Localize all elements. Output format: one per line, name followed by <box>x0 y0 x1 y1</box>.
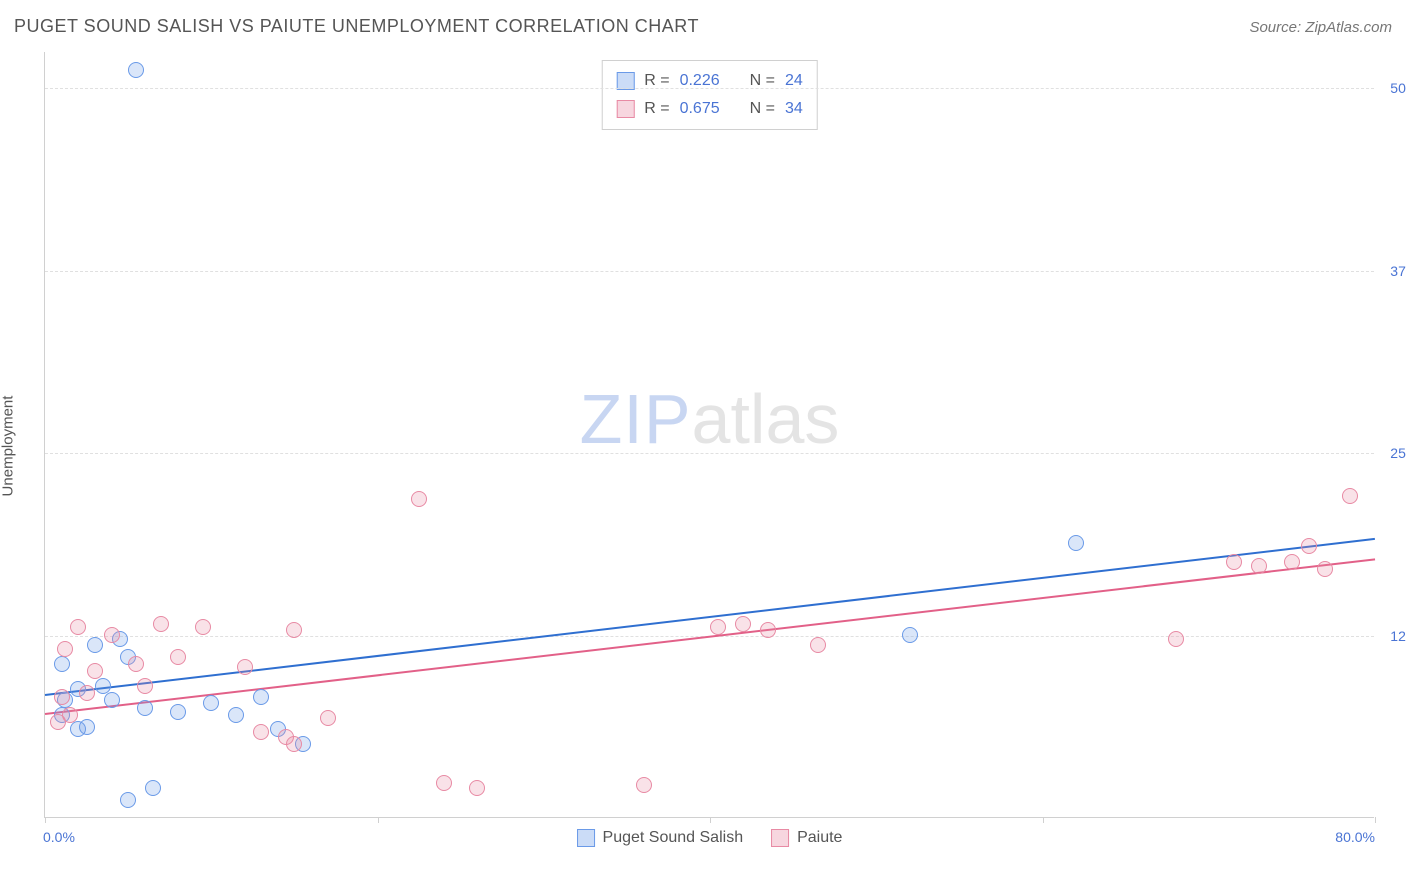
data-point <box>54 656 70 672</box>
n-label: N = <box>750 95 775 123</box>
x-tick-label: 80.0% <box>1335 829 1375 845</box>
legend-row: R = 0.675 N = 34 <box>616 95 803 123</box>
data-point <box>104 627 120 643</box>
data-point <box>735 616 751 632</box>
legend-swatch <box>771 829 789 847</box>
data-point <box>1301 538 1317 554</box>
y-tick-label: 25.0% <box>1380 445 1406 461</box>
data-point <box>1251 558 1267 574</box>
data-point <box>320 710 336 726</box>
chart-title: PUGET SOUND SALISH VS PAIUTE UNEMPLOYMEN… <box>14 16 699 37</box>
data-point <box>760 622 776 638</box>
gridline <box>45 271 1374 272</box>
correlation-legend: R = 0.226 N = 24 R = 0.675 N = 34 <box>601 60 818 130</box>
data-point <box>411 491 427 507</box>
data-point <box>170 704 186 720</box>
data-point <box>253 689 269 705</box>
data-point <box>137 678 153 694</box>
gridline <box>45 453 1374 454</box>
data-point <box>237 659 253 675</box>
data-point <box>1068 535 1084 551</box>
data-point <box>137 700 153 716</box>
data-point <box>195 619 211 635</box>
x-tick <box>710 817 711 823</box>
data-point <box>1226 554 1242 570</box>
data-point <box>286 622 302 638</box>
watermark-part2: atlas <box>692 380 840 458</box>
data-point <box>95 678 111 694</box>
data-point <box>128 62 144 78</box>
y-tick-label: 50.0% <box>1380 80 1406 96</box>
n-value: 24 <box>785 67 803 95</box>
data-point <box>70 619 86 635</box>
data-point <box>145 780 161 796</box>
legend-swatch <box>577 829 595 847</box>
data-point <box>79 685 95 701</box>
r-label: R = <box>644 67 669 95</box>
data-point <box>104 692 120 708</box>
scatter-plot: ZIPatlas R =0.226N =24R =0.675N =34 Puge… <box>44 52 1374 818</box>
data-point <box>153 616 169 632</box>
y-tick-label: 37.5% <box>1380 263 1406 279</box>
data-point <box>1168 631 1184 647</box>
y-tick-label: 12.5% <box>1380 628 1406 644</box>
source-label: Source: ZipAtlas.com <box>1249 19 1392 36</box>
watermark-part1: ZIP <box>580 380 692 458</box>
legend-label: Puget Sound Salish <box>603 829 744 847</box>
x-tick <box>1375 817 1376 823</box>
legend-item: Paiute <box>771 829 842 847</box>
data-point <box>54 689 70 705</box>
n-label: N = <box>750 67 775 95</box>
y-axis-label: Unemployment <box>0 396 17 497</box>
data-point <box>128 656 144 672</box>
x-tick <box>1043 817 1044 823</box>
r-value: 0.675 <box>680 95 720 123</box>
x-tick-label: 0.0% <box>43 829 75 845</box>
gridline <box>45 88 1374 89</box>
data-point <box>170 649 186 665</box>
watermark: ZIPatlas <box>580 379 840 459</box>
legend-item: Puget Sound Salish <box>577 829 744 847</box>
data-point <box>62 707 78 723</box>
data-point <box>710 619 726 635</box>
data-point <box>228 707 244 723</box>
series-legend: Puget Sound Salish Paiute <box>577 829 843 847</box>
data-point <box>902 627 918 643</box>
data-point <box>469 780 485 796</box>
n-value: 34 <box>785 95 803 123</box>
legend-swatch <box>616 72 634 90</box>
data-point <box>1342 488 1358 504</box>
r-label: R = <box>644 95 669 123</box>
data-point <box>436 775 452 791</box>
data-point <box>120 792 136 808</box>
data-point <box>810 637 826 653</box>
data-point <box>57 641 73 657</box>
data-point <box>1284 554 1300 570</box>
legend-row: R = 0.226 N = 24 <box>616 67 803 95</box>
data-point <box>286 736 302 752</box>
x-tick <box>378 817 379 823</box>
data-point <box>87 663 103 679</box>
data-point <box>203 695 219 711</box>
data-point <box>1317 561 1333 577</box>
data-point <box>253 724 269 740</box>
data-point <box>636 777 652 793</box>
data-point <box>87 637 103 653</box>
data-point <box>79 719 95 735</box>
legend-swatch <box>616 100 634 118</box>
r-value: 0.226 <box>680 67 720 95</box>
x-tick <box>45 817 46 823</box>
legend-label: Paiute <box>797 829 842 847</box>
